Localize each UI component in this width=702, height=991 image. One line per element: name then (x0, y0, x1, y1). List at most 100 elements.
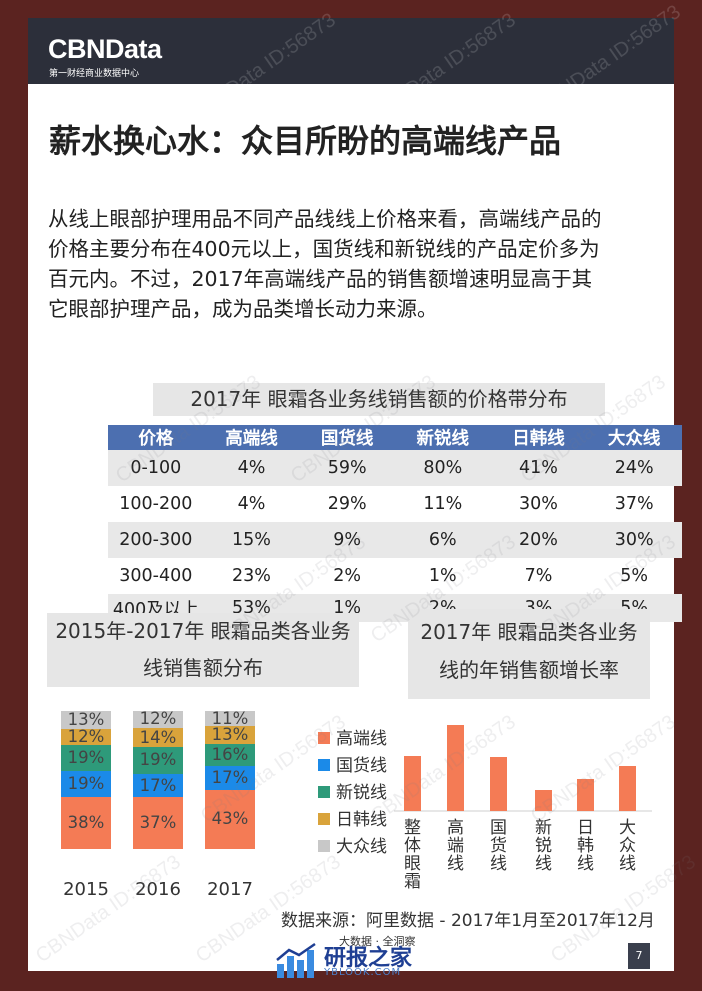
data-label: 14% (139, 727, 177, 747)
x-tick-label: 国货线 (490, 818, 507, 874)
page-title: 薪水换心水：众目所盼的高端线产品 (49, 122, 562, 160)
legend-swatch (318, 732, 330, 744)
table-cell: 30% (586, 522, 682, 558)
intro-paragraph: 从线上眼部护理用品不同产品线线上价格来看，高端线产品的 价格主要分布在400元以… (48, 204, 668, 324)
bar-stack: 37% 17% 19% 14% 12% (133, 711, 183, 849)
column-header: 价格 (108, 425, 204, 450)
table-cell: 5% (620, 566, 649, 586)
bar-segment: 17% (205, 766, 255, 790)
x-tick-label: 大众线 (619, 818, 636, 874)
data-label: 12% (139, 711, 177, 728)
data-label: 17% (211, 767, 249, 787)
paragraph-line: 百元内。不过，2017年高端线产品的销售额增速明显高于其 (48, 267, 593, 291)
column-header: 日韩线 (490, 425, 587, 450)
table-cell: 200-300 (108, 522, 204, 558)
table-cell: 100-200 (119, 494, 193, 514)
table-cell: 37% (614, 494, 654, 514)
x-tick-label: 新锐线 (535, 818, 552, 874)
cbndata-logo: CBNData (48, 34, 162, 64)
table-cell: 23% (232, 566, 271, 586)
bar (577, 779, 594, 811)
legend-label: 新锐线 (336, 783, 387, 803)
chart-title-line: 2015年-2017年 眼霜品类各业务 (55, 619, 351, 643)
bar-segment: 19% (61, 771, 111, 798)
bar-segment: 13% (205, 726, 255, 745)
table-cell: 4% (203, 450, 300, 486)
header-bar: CBNData 第一财经商业数据中心 CBNData ID:56873 CBND… (28, 1, 685, 125)
chart-title-line: 线的年销售额增长率 (439, 658, 619, 682)
chart-title-line: 线销售额分布 (143, 656, 263, 680)
legend-item: 国货线 (318, 756, 387, 776)
x-tick-label: 高端线 (447, 818, 464, 874)
data-label: 17% (139, 775, 177, 795)
bar (404, 756, 421, 811)
column-header: 高端线 (203, 425, 300, 450)
tagline: 大数据 · 全洞察 (339, 935, 416, 948)
bar-segment: 19% (133, 747, 183, 774)
legend-item: 大众线 (318, 837, 387, 857)
table-cell: 0-100 (108, 450, 204, 486)
data-label: 37% (139, 813, 177, 833)
bar-segment: 43% (205, 789, 255, 849)
stacked-chart-title: 2015年-2017年 眼霜品类各业务 线销售额分布 (47, 613, 359, 687)
x-tick-label: 2016 (135, 879, 181, 900)
table-cell: 80% (394, 450, 491, 486)
data-label: 12% (67, 728, 105, 746)
bar-segment: 38% (61, 797, 111, 849)
legend-label: 高端线 (336, 729, 387, 749)
legend-swatch (318, 786, 330, 798)
data-label: 43% (211, 809, 249, 829)
data-label: 19% (139, 750, 177, 770)
table-header-row: 价格 高端线 国货线 新锐线 日韩线 大众线 (108, 425, 682, 450)
table-cell: 6% (394, 522, 491, 558)
bar (447, 725, 464, 811)
price-band-table: 价格 高端线 国货线 新锐线 日韩线 大众线 0-100 4% 59% 80% … (108, 425, 682, 622)
legend-swatch (318, 813, 330, 825)
paragraph-line: 价格主要分布在400元以上，国货线和新锐线的产品定价多为 (48, 237, 600, 261)
legend-swatch (318, 840, 330, 852)
data-label: 19% (67, 774, 105, 794)
bar-segment: 11% (205, 711, 255, 727)
table-cell: 20% (490, 522, 587, 558)
data-label: 11% (211, 711, 249, 727)
growth-bar-chart: 整体眼霜 高端线 国货线 新锐线 日韩线 大众线 (394, 725, 652, 892)
data-label: 38% (67, 813, 105, 833)
table-row: 200-300 15% 9% 6% 20% 30% (108, 522, 682, 558)
legend-item: 日韩线 (318, 810, 387, 830)
bar-segment: 12% (133, 711, 183, 728)
column-header: 国货线 (299, 425, 395, 450)
table-cell: 11% (423, 494, 463, 514)
yanbao-brand: 研报之家 YBLOOK.COM (275, 942, 412, 982)
legend-item: 新锐线 (318, 783, 387, 803)
brand-name: 研报之家 (324, 946, 413, 971)
chart-title-line: 2017年 眼霜品类各业务 (420, 620, 638, 644)
table-cell: 7% (524, 566, 553, 586)
x-tick-label: 2015 (63, 879, 109, 900)
column-header: 大众线 (586, 425, 682, 450)
watermark: CBNData ID:56873 (186, 8, 340, 126)
bar-stack: 38% 19% 19% 12% 13% (61, 711, 111, 849)
table-row: 0-100 4% 59% 80% 41% 24% (108, 450, 682, 486)
legend-label: 国货线 (336, 756, 387, 776)
bar-segment: 12% (61, 728, 111, 746)
legend-label: 大众线 (336, 837, 387, 857)
table-cell: 41% (490, 450, 587, 486)
legend-item: 高端线 (318, 729, 387, 749)
x-tick-label: 日韩线 (577, 818, 594, 874)
table-cell: 29% (327, 494, 367, 514)
data-source: 数据来源：阿里数据 - 2017年1月至2017年12月 (281, 911, 655, 931)
table-cell: 300-400 (119, 566, 193, 586)
watermark: CBNData ID:56873 (531, 0, 685, 118)
bar-stack: 43% 17% 16% 13% 11% (205, 711, 255, 849)
bar (535, 790, 552, 811)
legend-label: 日韩线 (336, 810, 387, 830)
bar (490, 757, 507, 811)
table-cell: 2% (333, 566, 362, 586)
stacked-bar-chart: 38% 19% 19% 12% 13% 2015 37% 17% 19% 14% 12% 2016 43… (28, 688, 398, 900)
table-cell: 4% (237, 494, 266, 514)
data-label: 19% (67, 748, 105, 768)
bar-segment: 13% (61, 711, 111, 729)
table-cell: 59% (299, 450, 395, 486)
bar (619, 766, 636, 811)
watermark: CBNData ID:56873 (366, 8, 520, 126)
